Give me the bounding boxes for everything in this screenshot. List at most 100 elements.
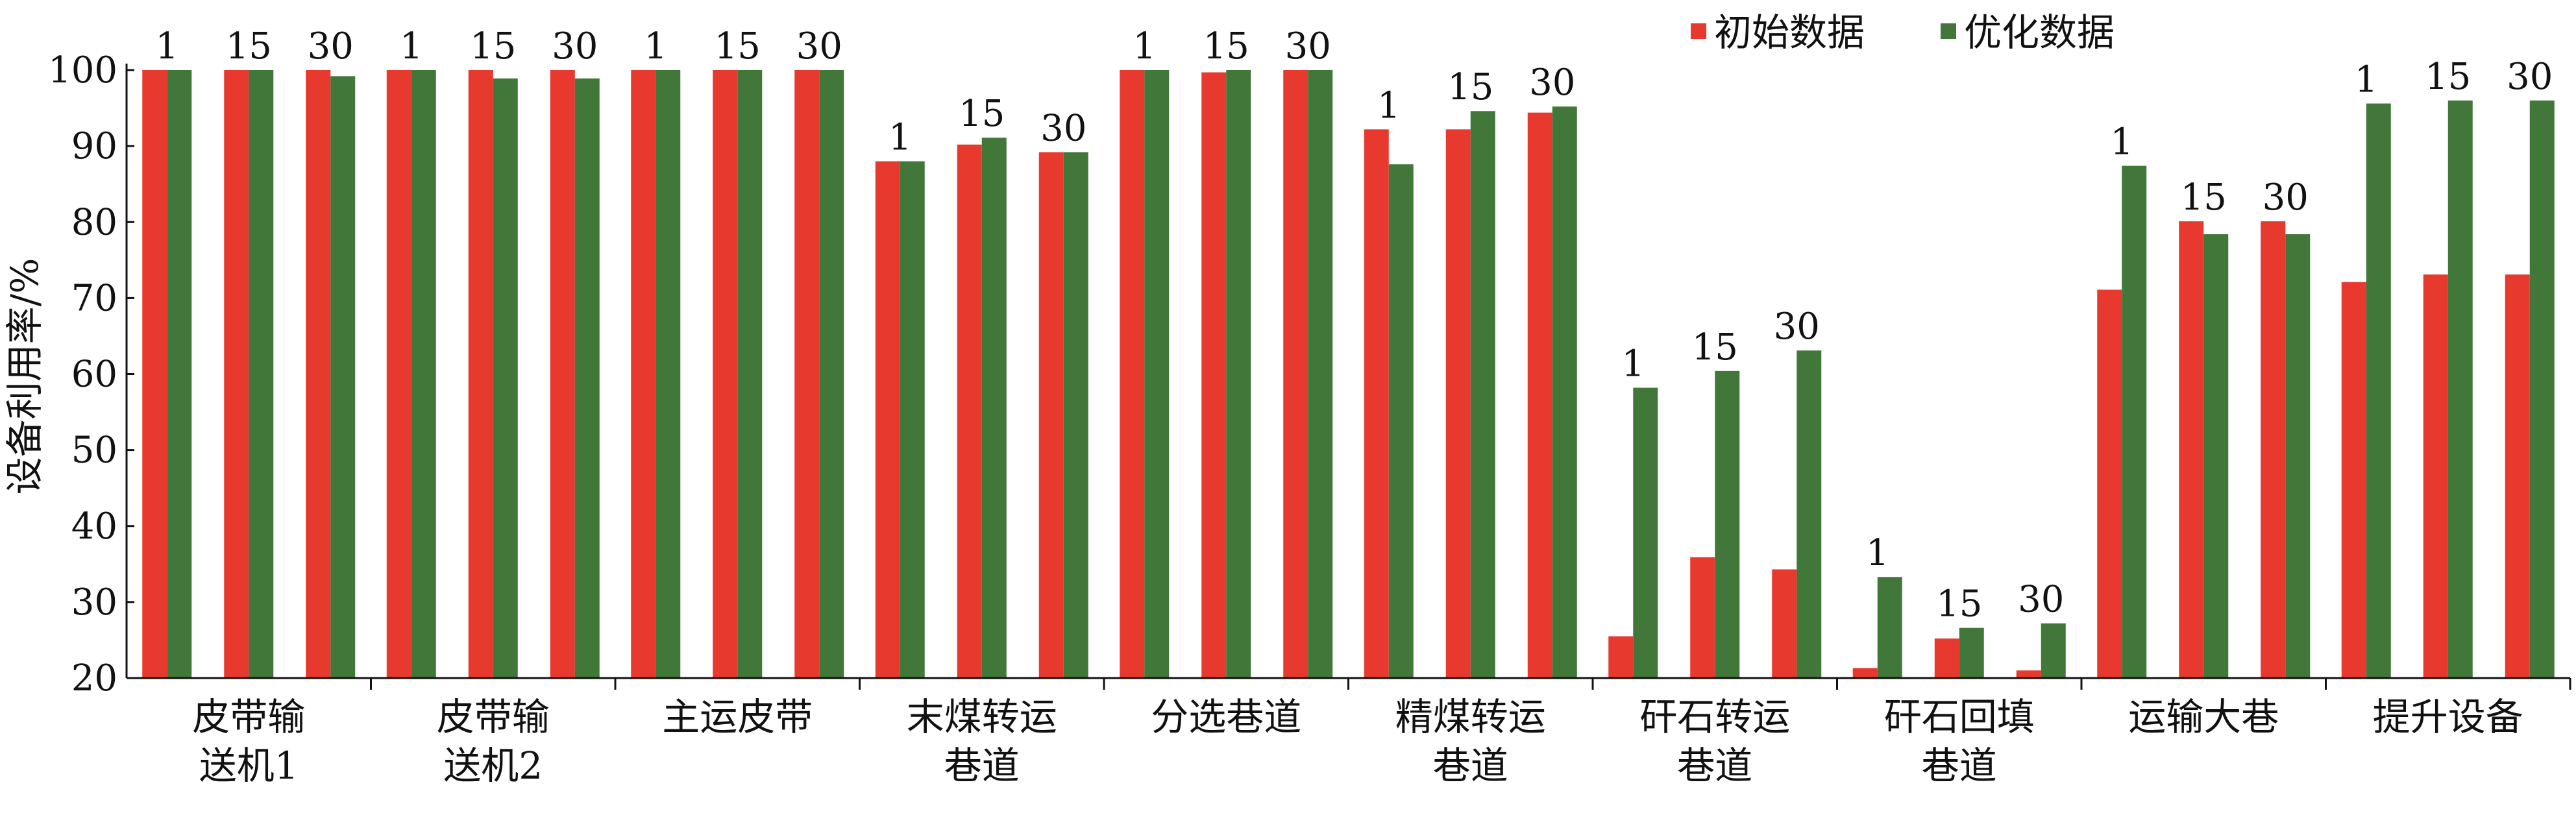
- bar-optimized: [1470, 111, 1495, 678]
- legend-swatch: [1691, 23, 1706, 39]
- bars: [142, 70, 2555, 679]
- bar-optimized: [574, 78, 600, 679]
- bar-initial: [2423, 274, 2448, 678]
- subcategory-label: 30: [1040, 107, 1086, 149]
- subcategory-label: 1: [2355, 59, 2378, 101]
- x-category-label: 皮带输: [437, 695, 550, 739]
- bar-optimized: [1959, 627, 1984, 678]
- bar-optimized: [167, 70, 192, 678]
- x-category-label: 巷道: [1677, 744, 1752, 788]
- subcategory-label: 30: [1285, 25, 1331, 67]
- bar-labels: 1 15 30 1 15 30 1 15 30 1 15 30 1 15 30 1 15 30 1 15 30 1 15 30…: [155, 25, 2553, 625]
- bar-optimized: [656, 70, 681, 678]
- bar-initial: [142, 70, 167, 678]
- bar-initial: [2179, 221, 2204, 678]
- subcategory-label: 1: [400, 25, 423, 67]
- subcategory-label: 1: [644, 25, 667, 67]
- legend-swatch: [1941, 23, 1956, 39]
- bar-initial: [386, 70, 411, 678]
- y-tick-label: 80: [71, 201, 117, 243]
- bar-optimized: [1715, 370, 1740, 678]
- bar-optimized: [1552, 106, 1577, 679]
- bar-optimized: [2285, 234, 2311, 678]
- bar-optimized: [1144, 70, 1170, 678]
- bar-optimized: [2447, 100, 2473, 679]
- subcategory-label: 30: [1774, 306, 1820, 348]
- bar-optimized: [737, 70, 763, 678]
- x-category-label: 巷道: [1922, 744, 1997, 788]
- bar-initial: [1527, 112, 1552, 679]
- bar-optimized: [1633, 387, 1658, 678]
- subcategory-label: 15: [1936, 583, 1982, 625]
- x-category-label: 分选巷道: [1151, 695, 1301, 739]
- bar-initial: [550, 70, 575, 678]
- bar-initial: [1038, 152, 1064, 678]
- y-tick-label: 40: [71, 505, 117, 548]
- bar-optimized: [2366, 103, 2391, 678]
- bar-initial: [1852, 668, 1878, 678]
- bar-initial: [2016, 670, 2041, 678]
- bar-optimized: [249, 70, 274, 678]
- subcategory-label: 1: [1866, 532, 1889, 574]
- bar-initial: [1934, 638, 1959, 678]
- bar-optimized: [819, 70, 844, 678]
- bar-optimized: [1877, 577, 1902, 678]
- bar-initial: [1120, 70, 1145, 678]
- bar-optimized: [981, 138, 1007, 678]
- bar-optimized: [1226, 70, 1251, 678]
- bar-initial: [468, 70, 493, 678]
- x-category-label: 巷道: [944, 744, 1020, 788]
- x-category-label: 皮带输: [192, 695, 305, 739]
- bar-initial: [2097, 289, 2122, 679]
- bar-initial: [631, 70, 656, 678]
- legend-label: 优化数据: [1964, 10, 2115, 55]
- x-category-label: 矸石转运: [1639, 695, 1790, 739]
- bar-optimized: [1308, 70, 1333, 678]
- bar-optimized: [330, 76, 356, 679]
- subcategory-label: 15: [715, 25, 761, 67]
- bar-initial: [1608, 636, 1634, 678]
- subcategory-label: 30: [2018, 579, 2064, 621]
- subcategory-label: 30: [308, 25, 354, 67]
- bar-optimized: [1063, 152, 1088, 678]
- subcategory-label: 15: [226, 25, 272, 67]
- subcategory-label: 15: [959, 93, 1005, 135]
- bar-optimized: [1388, 164, 1414, 679]
- x-category-label: 末煤转运: [907, 695, 1057, 739]
- bar-optimized: [2041, 623, 2066, 678]
- subcategory-label: 15: [1203, 25, 1249, 67]
- x-category-label: 运输大巷: [2128, 695, 2279, 739]
- legend-label: 初始数据: [1714, 10, 1865, 55]
- bar-initial: [2505, 274, 2530, 678]
- bar-initial: [306, 70, 331, 678]
- y-tick-label: 20: [71, 657, 117, 699]
- subcategory-label: 1: [155, 25, 178, 67]
- x-category-label: 送机1: [199, 744, 299, 788]
- bar-optimized: [1797, 350, 1822, 678]
- y-axis-title: 设备利用率/%: [3, 258, 47, 495]
- bar-initial: [794, 70, 820, 678]
- subcategory-label: 1: [1377, 84, 1401, 127]
- bar-initial: [224, 70, 249, 678]
- y-tick-label: 90: [71, 125, 117, 167]
- bar-initial: [875, 161, 900, 679]
- subcategory-label: 30: [2507, 56, 2553, 98]
- bar-optimized: [900, 161, 925, 679]
- bar-initial: [1690, 557, 1715, 678]
- bar-optimized: [493, 78, 518, 679]
- subcategory-label: 1: [1621, 343, 1645, 385]
- subcategory-label: 15: [1447, 66, 1493, 108]
- subcategory-label: 30: [552, 25, 598, 67]
- bar-initial: [957, 144, 982, 679]
- subcategory-label: 15: [1692, 326, 1738, 369]
- subcategory-label: 1: [2110, 121, 2133, 164]
- y-tick-label: 70: [71, 277, 117, 319]
- legend: 初始数据 优化数据: [1691, 10, 2115, 55]
- bar-initial: [1772, 569, 1797, 678]
- bar-initial: [1445, 129, 1471, 679]
- subcategory-label: 1: [1133, 25, 1156, 67]
- y-tick-label: 50: [71, 430, 117, 472]
- subcategory-label: 15: [2181, 176, 2227, 219]
- bar-initial: [2261, 221, 2286, 678]
